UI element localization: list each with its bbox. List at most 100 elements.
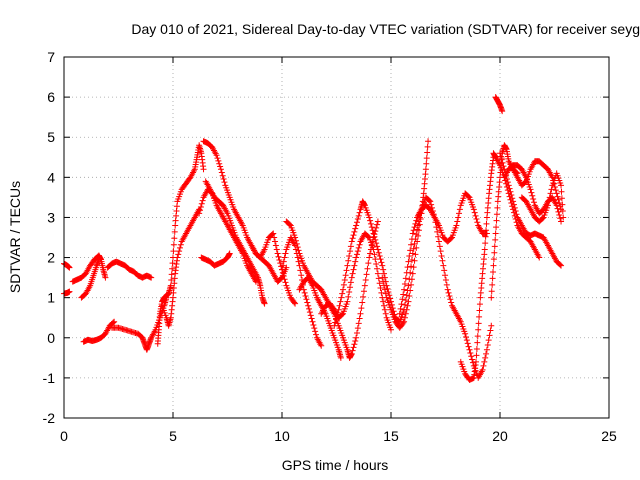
data-point: [282, 250, 289, 257]
data-point: [364, 265, 371, 272]
series-arc-6: [104, 258, 155, 281]
data-point: [374, 270, 381, 277]
data-point: [506, 185, 513, 192]
data-point: [353, 254, 360, 261]
data-point: [198, 200, 205, 207]
data-point: [401, 286, 408, 293]
series-arc-12: [196, 186, 259, 285]
data-point: [408, 263, 415, 270]
data-point: [396, 310, 403, 317]
data-point: [281, 254, 288, 261]
data-point: [280, 273, 287, 280]
data-point: [464, 340, 471, 347]
data-point: [487, 327, 494, 334]
data-point: [374, 246, 381, 253]
data-point: [491, 249, 498, 256]
x-tick-label: 0: [60, 428, 68, 444]
data-point: [413, 244, 420, 251]
data-point: [196, 210, 203, 217]
data-point: [408, 256, 415, 263]
data-point: [360, 288, 367, 295]
data-point: [482, 233, 489, 240]
data-point: [476, 301, 483, 308]
data-point: [353, 251, 360, 258]
data-point: [168, 271, 175, 278]
data-point: [174, 254, 181, 261]
data-point: [552, 187, 559, 194]
data-point: [499, 108, 506, 115]
data-point: [380, 266, 387, 273]
y-tick-label: -1: [43, 370, 56, 386]
data-point: [197, 207, 204, 214]
data-point: [416, 221, 423, 228]
data-point: [340, 281, 347, 288]
data-point: [472, 212, 479, 219]
data-point: [427, 198, 434, 205]
data-point: [273, 246, 280, 253]
data-point: [530, 195, 537, 202]
series-arc-5: [80, 318, 118, 345]
data-point: [423, 160, 430, 167]
data-point: [492, 230, 499, 237]
data-point: [261, 300, 268, 307]
data-point: [483, 350, 490, 357]
data-point: [528, 189, 535, 196]
data-point: [349, 235, 356, 242]
data-point: [410, 264, 417, 271]
series-arc-25: [492, 94, 506, 115]
data-point: [354, 216, 361, 223]
axis-ticks: [63, 56, 610, 419]
data-point: [379, 274, 386, 281]
data-point: [269, 231, 276, 238]
data-point: [351, 341, 358, 348]
data-point: [558, 262, 565, 269]
data-point: [479, 366, 486, 373]
series-arc-24: [488, 142, 521, 301]
data-point: [488, 288, 495, 295]
data-point: [557, 215, 564, 222]
data-point: [489, 281, 496, 288]
data-point: [474, 339, 481, 346]
data-point: [338, 294, 345, 301]
data-point: [558, 182, 565, 189]
data-point: [553, 190, 560, 197]
data-point: [311, 325, 318, 332]
data-point: [373, 260, 380, 267]
data-point: [467, 350, 474, 357]
data-point: [456, 206, 463, 213]
data-point: [422, 166, 429, 173]
data-point: [367, 217, 374, 224]
data-point: [279, 269, 286, 276]
data-point: [355, 244, 362, 251]
data-point: [559, 208, 566, 215]
data-point: [309, 318, 316, 325]
data-point: [335, 306, 342, 313]
data-point: [308, 315, 315, 322]
data-point: [428, 204, 435, 211]
y-tick-label: 6: [47, 89, 55, 105]
data-point: [412, 251, 419, 258]
data-point: [367, 220, 374, 227]
data-point: [497, 153, 504, 160]
data-point: [380, 298, 387, 305]
data-point: [333, 316, 340, 323]
data-point: [480, 362, 487, 369]
data-point: [306, 305, 313, 312]
data-point: [346, 289, 353, 296]
data-point: [455, 214, 462, 221]
data-point: [382, 310, 389, 317]
data-point: [507, 188, 514, 195]
data-point: [462, 330, 469, 337]
data-point: [497, 150, 503, 157]
data-point: [373, 224, 380, 231]
data-point: [171, 235, 178, 242]
data-point: [366, 254, 373, 261]
data-point: [375, 275, 382, 282]
data-point: [513, 211, 520, 218]
data-point: [217, 166, 224, 173]
data-point: [373, 240, 380, 247]
data-point: [433, 224, 440, 231]
data-point: [493, 224, 500, 231]
data-point: [355, 212, 362, 219]
data-point: [454, 218, 461, 225]
